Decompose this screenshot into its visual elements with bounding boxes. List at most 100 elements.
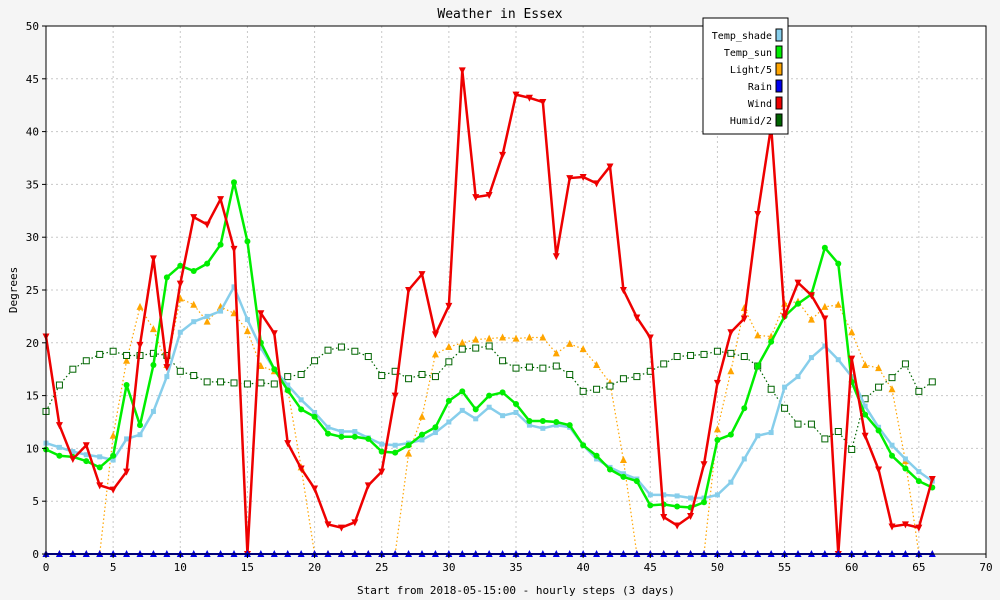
humid-2-point (807, 420, 815, 428)
wind-point (472, 194, 480, 202)
series-humid-2 (42, 342, 936, 453)
temp-shade-point (728, 479, 734, 485)
temp-sun-point (835, 260, 842, 267)
temp-sun-point (539, 417, 546, 424)
y-tick-label: 45 (26, 73, 39, 86)
light-5-point (727, 367, 735, 375)
humid-2-point (109, 347, 117, 355)
humid-2-point (55, 381, 63, 389)
temp-shade-point (325, 424, 331, 430)
temp-shade-point (500, 413, 506, 419)
wind-point (109, 486, 117, 494)
legend-swatch (775, 113, 783, 127)
temp-shade-point (164, 374, 170, 380)
temp-shade-point (83, 452, 89, 458)
legend-label: Humid/2 (730, 116, 772, 127)
temp-sun-point (513, 401, 519, 408)
light-5-point (499, 333, 507, 341)
chart-title: Weather in Essex (437, 7, 562, 22)
legend-swatch (775, 28, 783, 42)
legend-swatch (775, 62, 783, 76)
humid-2-point (848, 445, 856, 453)
temp-sun-point (472, 406, 479, 413)
wind-point (485, 191, 493, 199)
temp-sun-point (486, 392, 493, 399)
humid-2-point (928, 378, 936, 386)
temp-sun-point (607, 466, 613, 473)
wind-point (378, 468, 386, 476)
wind-point (499, 151, 507, 159)
light-5-point (579, 345, 587, 353)
x-axis-label: Start from 2018-05-15:00 - hourly steps … (357, 584, 675, 597)
y-axis-label: Degrees (7, 267, 20, 313)
humid-2-point (552, 362, 560, 370)
temp-sun-point (56, 452, 63, 459)
humid-2-point (606, 382, 614, 390)
light-5-point (445, 343, 453, 351)
x-tick-label: 30 (442, 561, 455, 574)
humid-2-point (217, 378, 225, 386)
humid-2-point (512, 364, 520, 372)
wind-point (203, 221, 211, 229)
light-5-point (807, 315, 815, 323)
wind-point (754, 210, 762, 218)
wind-point (593, 180, 601, 188)
temp-shade-point (513, 409, 519, 415)
humid-2-point (713, 347, 721, 355)
wind-point (861, 432, 869, 440)
temp-sun-point (150, 361, 157, 368)
humid-2-point (593, 385, 601, 393)
wind-point (217, 196, 225, 204)
y-tick-label: 15 (26, 390, 39, 403)
wind-point (136, 341, 144, 349)
legend: Temp_shade Temp_sun Light/5 Rain Wind Humid/2 (702, 17, 789, 135)
light-5-point (431, 350, 439, 358)
temp-sun-point (177, 262, 184, 269)
humid-2-point (96, 350, 104, 358)
humid-2-point (619, 375, 627, 383)
light-5-point (109, 431, 117, 439)
x-tick-label: 0 (43, 561, 50, 574)
temp-sun-point (821, 244, 828, 251)
wind-point (311, 485, 319, 493)
humid-2-point (69, 365, 77, 373)
light-5-point (713, 425, 721, 433)
humid-2-point (123, 351, 131, 359)
temp-shade-point (419, 437, 425, 443)
temp-shade-point (258, 345, 264, 351)
temp-shade-point (741, 456, 747, 462)
temp-sun-point (580, 442, 587, 449)
light-5-point (821, 302, 829, 310)
wind-point (794, 279, 802, 287)
wind-point (700, 461, 708, 469)
y-tick-label: 30 (26, 231, 39, 244)
light-5-point (539, 333, 547, 341)
wind-point (606, 163, 614, 171)
humid-2-point (243, 380, 251, 388)
temp-shade-point (338, 429, 344, 435)
temp-shade-point (97, 454, 103, 460)
temp-sun-point (754, 363, 761, 370)
temp-sun-point (244, 238, 251, 245)
wind-point (687, 512, 695, 520)
wind-point (619, 287, 627, 294)
wind-point (660, 514, 668, 522)
legend-label: Rain (748, 82, 772, 93)
humid-2-point (337, 343, 345, 351)
humid-2-point (230, 379, 238, 387)
light-5-point (861, 360, 869, 368)
wind-point (418, 271, 426, 279)
temp-shade-point (768, 430, 774, 436)
temp-sun-point (647, 502, 654, 509)
temp-shade-point (459, 407, 465, 413)
temp-sun-point (620, 473, 627, 480)
temp-sun-point (445, 397, 452, 404)
temp-shade-point (688, 495, 694, 501)
legend-swatch (775, 96, 783, 110)
wind-point (646, 334, 654, 342)
x-tick-label: 45 (644, 561, 657, 574)
humid-2-point (727, 349, 735, 357)
wind-point (270, 330, 278, 338)
series-wind (42, 67, 936, 558)
x-tick-label: 10 (174, 561, 187, 574)
